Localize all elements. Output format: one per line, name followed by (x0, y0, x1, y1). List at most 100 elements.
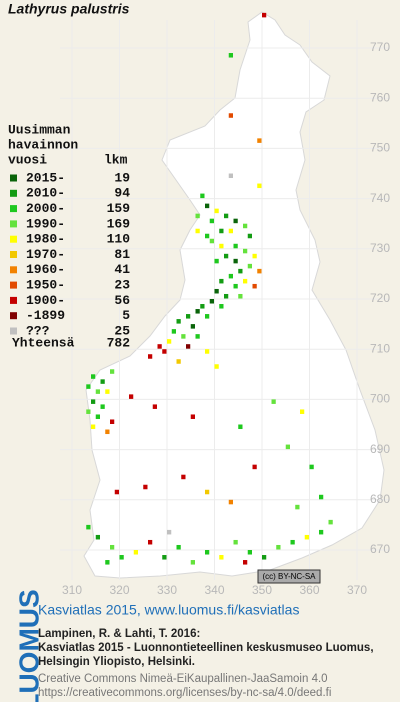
occurrence-square (214, 258, 219, 264)
legend-swatch (10, 220, 17, 228)
legend-label: ??? (26, 323, 50, 338)
legend-count: 56 (114, 293, 130, 308)
occurrence-square (243, 248, 248, 254)
occurrence-square (195, 213, 200, 219)
occurrence-square (157, 344, 162, 349)
badge-box (257, 569, 321, 584)
occurrence-square (186, 314, 191, 319)
legend-count: 159 (107, 201, 131, 216)
y-tick-label: 720 (370, 291, 390, 305)
occurrence-square (300, 409, 305, 414)
occurrence-square (105, 560, 110, 565)
x-tick-label: 370 (347, 583, 367, 597)
legend-swatch (10, 251, 17, 258)
occurrence-square (195, 228, 200, 234)
occurrence-square (224, 253, 229, 259)
occurrence-square (105, 429, 110, 435)
occurrence-square (91, 424, 96, 430)
occurrence-square (228, 173, 233, 179)
occurrence-square (243, 560, 248, 565)
occurrence-square (304, 534, 309, 540)
occurrence-square (247, 263, 252, 269)
occurrence-square (95, 534, 100, 540)
citation: Lampinen, R. & Lahti, T. 2016: (38, 628, 200, 640)
occurrence-square (290, 539, 295, 545)
occurrence-square (214, 364, 219, 369)
occurrence-square (110, 419, 115, 424)
occurrence-square (219, 278, 224, 284)
occurrence-square (219, 228, 224, 234)
occurrence-square (91, 399, 96, 404)
title: Lathyrus palustris (8, 1, 130, 17)
occurrence-square (195, 334, 200, 339)
occurrence-square (228, 499, 233, 505)
occurrence-square (209, 218, 214, 224)
squares (86, 12, 333, 565)
occurrence-square (190, 324, 195, 329)
occurrence-square (167, 339, 172, 344)
y-tick-label: 680 (370, 492, 390, 506)
citation: Helsingin Yliopisto, Helsinki. (38, 656, 195, 668)
legend-total: 782 (107, 335, 131, 350)
occurrence-square (219, 243, 224, 249)
legend-swatch (10, 266, 17, 274)
occurrence-square (257, 268, 262, 274)
legend-label: 1990- (26, 216, 65, 231)
occurrence-square (205, 489, 210, 495)
legend-count: 169 (107, 216, 131, 231)
occurrence-square (205, 550, 210, 555)
occurrence-square (86, 409, 91, 414)
occurrence-square (162, 349, 167, 354)
x-tick-label: 340 (204, 583, 224, 597)
occurrence-square (181, 474, 186, 480)
legend-swatch (10, 327, 17, 335)
legend-swatch (10, 312, 17, 320)
occurrence-square (181, 334, 186, 339)
license-badge: (cc) BY-NC-SA (257, 569, 321, 584)
legend-count: 41 (114, 262, 130, 277)
occurrence-square (143, 484, 148, 490)
legend-count: 5 (122, 308, 130, 323)
occurrence-square (205, 203, 210, 209)
grid (60, 20, 390, 580)
occurrence-square (219, 304, 224, 309)
legend-count: 81 (114, 247, 130, 262)
occurrence-square (129, 394, 134, 399)
legend-swatch (10, 235, 17, 243)
occurrence-square (91, 374, 96, 379)
legend-heading: vuosi (8, 152, 47, 167)
legend-swatch (10, 205, 17, 213)
footer-link[interactable]: Kasviatlas 2015, www.luomus.fi/kasviatla… (38, 602, 299, 618)
legend-label: 2000- (26, 201, 65, 216)
occurrence-square (148, 539, 153, 545)
occurrence-square (262, 12, 267, 18)
occurrence-square (252, 253, 257, 259)
occurrence-square (100, 379, 105, 384)
legend-label: 1970- (26, 247, 65, 262)
legend-label: 1900- (26, 293, 65, 308)
occurrence-square (190, 414, 195, 419)
occurrence-square (167, 529, 172, 535)
legend-label: 1980- (26, 232, 65, 247)
legend-count: 94 (114, 186, 130, 201)
occurrence-square (233, 258, 238, 264)
legend-total-label: Yhteensä (12, 335, 75, 350)
legend-heading: Uusimman (8, 122, 71, 137)
occurrence-square (295, 504, 300, 510)
occurrence-square (186, 344, 191, 349)
occurrence-square (309, 464, 314, 470)
occurrence-square (205, 349, 210, 354)
occurrence-square (110, 544, 115, 550)
y-tick-label: 690 (370, 442, 390, 456)
occurrence-square (214, 288, 219, 294)
occurrence-square (238, 424, 243, 430)
occurrence-square (95, 389, 100, 394)
occurrence-square (262, 555, 267, 560)
occurrence-square (110, 369, 115, 374)
occurrence-square (209, 238, 214, 244)
x-tick-label: 360 (299, 583, 319, 597)
legend-swatch (10, 296, 17, 304)
logo: LUOMUS (13, 589, 44, 702)
rights: Creative Commons Nimeä-EiKaupallinen-Jaa… (38, 673, 328, 685)
occurrence-square (176, 319, 181, 324)
